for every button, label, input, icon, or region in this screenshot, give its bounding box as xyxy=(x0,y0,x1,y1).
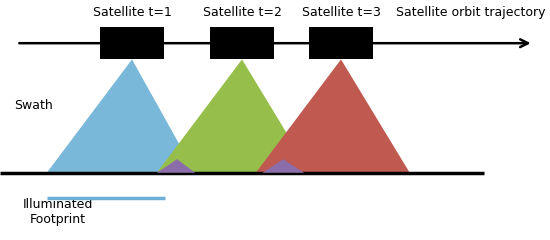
Polygon shape xyxy=(157,60,311,173)
Text: Satellite t=3: Satellite t=3 xyxy=(301,6,381,19)
Text: Satellite orbit trajectory: Satellite orbit trajectory xyxy=(396,6,546,19)
Text: Swath: Swath xyxy=(14,99,52,112)
Polygon shape xyxy=(157,159,195,173)
Bar xyxy=(210,27,274,60)
Bar xyxy=(309,27,373,60)
Text: Satellite t=1: Satellite t=1 xyxy=(92,6,172,19)
Text: Satellite t=2: Satellite t=2 xyxy=(202,6,282,19)
Polygon shape xyxy=(47,60,195,173)
Polygon shape xyxy=(262,159,304,173)
Text: Illuminated
Footprint: Illuminated Footprint xyxy=(23,198,93,226)
Bar xyxy=(100,27,164,60)
Polygon shape xyxy=(256,60,410,173)
